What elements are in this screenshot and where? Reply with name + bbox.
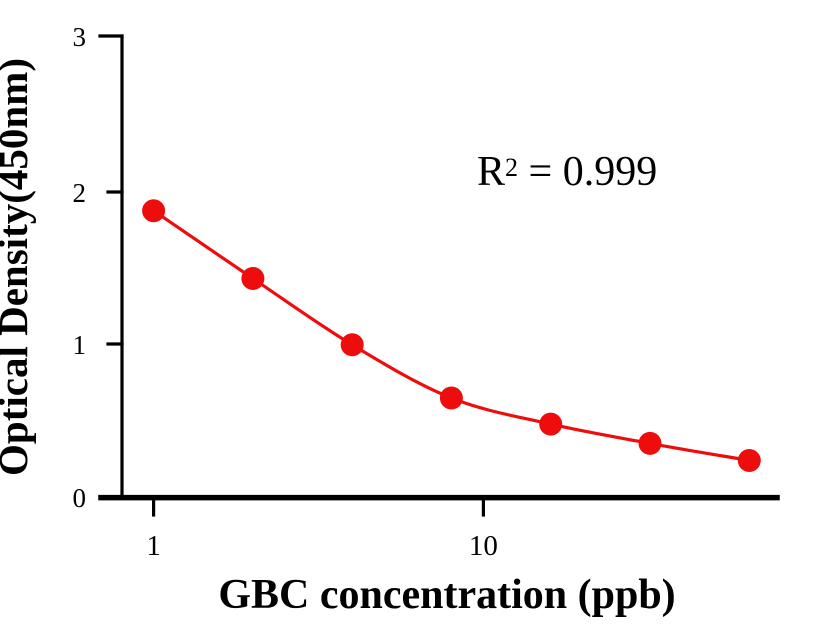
svg-text:1: 1 (73, 330, 87, 360)
svg-text:2: 2 (73, 178, 87, 208)
svg-text:3: 3 (73, 22, 87, 52)
svg-text:10: 10 (469, 530, 498, 562)
svg-text:R2 = 0.999: R2 = 0.999 (477, 149, 657, 195)
svg-text:GBC concentration (ppb): GBC concentration (ppb) (218, 572, 675, 618)
svg-text:1: 1 (146, 530, 161, 562)
svg-text:0: 0 (73, 483, 87, 513)
svg-text:Optical Density(450nm): Optical Density(450nm) (0, 58, 36, 476)
